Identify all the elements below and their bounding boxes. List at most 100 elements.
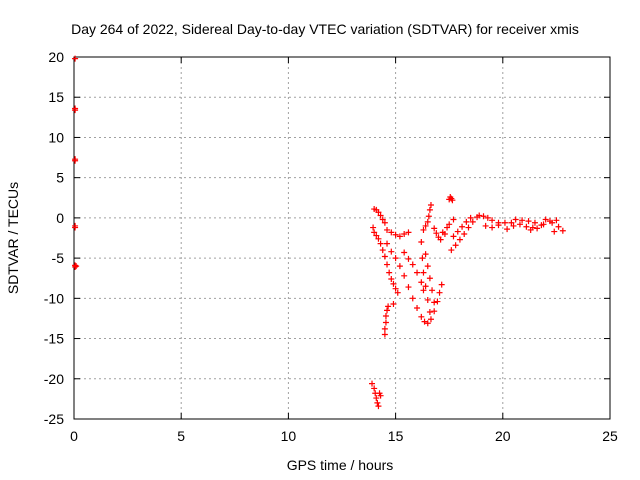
data-point	[414, 269, 421, 276]
data-point	[382, 313, 389, 320]
data-point	[381, 331, 388, 338]
data-point	[459, 223, 466, 230]
data-point	[527, 226, 534, 233]
data-point	[525, 218, 532, 225]
data-point	[388, 229, 395, 236]
data-point	[382, 319, 389, 326]
data-point	[405, 284, 412, 291]
axis-ticks	[73, 56, 611, 420]
data-point	[401, 249, 408, 256]
y-tick-label: 15	[48, 89, 64, 105]
data-point	[436, 289, 443, 296]
data-point	[373, 232, 380, 239]
x-tick-label: 15	[388, 428, 404, 444]
data-point	[456, 236, 463, 243]
data-point	[542, 216, 549, 223]
data-point	[516, 221, 523, 228]
data-point	[385, 303, 392, 310]
data-point	[510, 222, 517, 229]
data-point	[405, 255, 412, 262]
data-point	[384, 240, 391, 247]
x-tick-label: 20	[495, 428, 511, 444]
data-point	[531, 219, 538, 226]
data-point	[72, 263, 79, 270]
data-point	[426, 206, 433, 213]
chart-title: Day 264 of 2022, Sidereal Day-to-day VTE…	[71, 21, 579, 37]
y-tick-label: 5	[56, 170, 64, 186]
data-point	[409, 261, 416, 268]
data-point	[476, 212, 483, 219]
data-point	[426, 275, 433, 282]
data-point	[384, 261, 391, 268]
data-point	[452, 242, 459, 249]
data-point	[431, 308, 438, 315]
data-point	[420, 226, 427, 233]
data-point	[540, 221, 547, 228]
plot-frame	[73, 56, 611, 420]
y-tick-label: -20	[44, 371, 64, 387]
data-point	[418, 239, 425, 246]
data-point	[551, 228, 558, 235]
data-point	[433, 230, 440, 237]
data-point	[421, 318, 428, 325]
y-tick-label: 20	[48, 49, 64, 65]
data-point	[424, 263, 431, 270]
data-point	[375, 235, 382, 242]
data-point	[401, 230, 408, 237]
data-point	[429, 287, 436, 294]
data-point	[484, 214, 491, 221]
data-point	[461, 230, 468, 237]
data-point	[409, 295, 416, 302]
y-tick-label: -25	[44, 411, 64, 427]
data-point	[512, 216, 519, 223]
data-point	[376, 390, 383, 397]
data-point	[427, 316, 434, 323]
grid	[74, 57, 610, 419]
data-point	[386, 269, 393, 276]
data-point	[419, 255, 426, 262]
data-point	[371, 229, 378, 236]
data-point	[450, 233, 457, 240]
data-point	[405, 229, 412, 236]
data-point	[434, 298, 441, 305]
data-point	[384, 226, 391, 233]
data-point	[449, 197, 456, 204]
data-point	[448, 247, 455, 254]
data-point	[379, 247, 386, 254]
data-point	[370, 224, 377, 231]
data-point	[418, 279, 425, 286]
data-point	[426, 309, 433, 316]
data-point	[379, 216, 386, 223]
data-point	[73, 263, 80, 270]
y-tick-label: -10	[44, 290, 64, 306]
data-point	[424, 320, 431, 327]
data-point	[392, 285, 399, 292]
data-point	[424, 218, 431, 225]
data-point	[424, 296, 431, 303]
y-tick-labels: 20 15 10 5 0 -5 -10 -15 -20 -25	[44, 49, 64, 427]
data-point	[422, 251, 429, 258]
data-point	[480, 213, 487, 220]
x-tick-label: 25	[602, 428, 618, 444]
data-point	[508, 219, 515, 226]
x-tick-labels: 0 5 10 15 20 25	[70, 428, 618, 444]
y-tick-label: -5	[52, 250, 65, 266]
data-point	[390, 280, 397, 287]
data-point	[489, 224, 496, 231]
data-point	[553, 217, 560, 224]
data-point	[388, 276, 395, 283]
data-point	[414, 304, 421, 311]
data-point	[444, 224, 451, 231]
data-point	[396, 233, 403, 240]
data-point	[534, 225, 541, 232]
data-point	[388, 248, 395, 255]
data-point	[463, 218, 470, 225]
data-point	[555, 223, 562, 230]
data-point	[501, 219, 508, 226]
data-point	[431, 225, 438, 232]
data-point	[394, 289, 401, 296]
data-point	[72, 157, 79, 164]
data-point	[390, 300, 397, 307]
data-point	[381, 219, 388, 226]
